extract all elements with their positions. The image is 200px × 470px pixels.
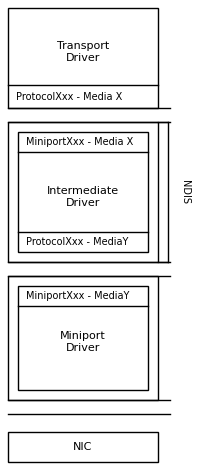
Text: Transport
Driver: Transport Driver: [57, 41, 109, 63]
Bar: [8, 276, 158, 400]
Bar: [8, 8, 158, 108]
Text: Miniport
Driver: Miniport Driver: [60, 331, 106, 353]
Text: MiniportXxx - MediaY: MiniportXxx - MediaY: [26, 291, 129, 301]
Bar: [18, 286, 148, 390]
Bar: [18, 132, 148, 252]
Text: MiniportXxx - Media X: MiniportXxx - Media X: [26, 137, 133, 147]
Bar: [8, 432, 158, 462]
Text: ProtocolXxx - MediaY: ProtocolXxx - MediaY: [26, 237, 128, 247]
Text: NIC: NIC: [73, 442, 93, 452]
Text: ProtocolXxx - Media X: ProtocolXxx - Media X: [16, 92, 122, 102]
Text: Intermediate
Driver: Intermediate Driver: [47, 186, 119, 208]
Text: NDIS: NDIS: [180, 180, 190, 204]
Bar: [8, 122, 158, 262]
